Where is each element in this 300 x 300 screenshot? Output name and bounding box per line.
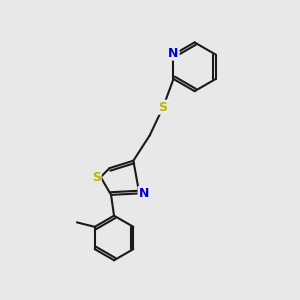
- Text: N: N: [139, 187, 149, 200]
- Text: S: S: [159, 101, 168, 114]
- Text: S: S: [92, 170, 101, 184]
- Text: N: N: [168, 46, 179, 60]
